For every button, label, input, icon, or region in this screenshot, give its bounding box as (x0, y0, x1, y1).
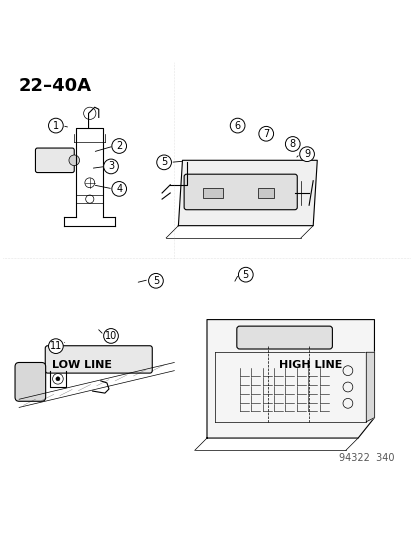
Text: 10: 10 (104, 331, 117, 341)
Circle shape (103, 159, 118, 174)
FancyBboxPatch shape (36, 148, 74, 173)
Text: HIGH LINE: HIGH LINE (279, 360, 342, 369)
Text: 11: 11 (50, 341, 62, 351)
Bar (257, 188, 274, 198)
Circle shape (69, 155, 79, 166)
Circle shape (285, 136, 299, 151)
Circle shape (157, 155, 171, 169)
Circle shape (299, 147, 313, 161)
Text: 5: 5 (161, 157, 167, 167)
Circle shape (258, 126, 273, 141)
FancyBboxPatch shape (236, 326, 332, 349)
FancyBboxPatch shape (45, 346, 152, 373)
Circle shape (103, 328, 118, 343)
Circle shape (48, 339, 63, 353)
Polygon shape (206, 320, 373, 438)
Text: 8: 8 (289, 139, 295, 149)
Text: 22–40A: 22–40A (19, 77, 92, 94)
Text: 6: 6 (234, 120, 240, 131)
Circle shape (238, 268, 252, 282)
Circle shape (56, 377, 60, 381)
Polygon shape (178, 160, 316, 225)
Circle shape (48, 118, 63, 133)
Text: LOW LINE: LOW LINE (52, 360, 112, 369)
Bar (202, 188, 223, 198)
FancyBboxPatch shape (15, 362, 45, 401)
Text: 9: 9 (303, 149, 309, 159)
Text: 5: 5 (242, 270, 248, 280)
FancyBboxPatch shape (184, 174, 297, 209)
Text: 1: 1 (53, 120, 59, 131)
Text: 4: 4 (116, 184, 122, 194)
Text: 94322  340: 94322 340 (339, 453, 394, 463)
Circle shape (112, 139, 126, 154)
Polygon shape (366, 352, 373, 422)
Text: 3: 3 (108, 161, 114, 172)
Circle shape (230, 118, 244, 133)
Circle shape (112, 182, 126, 196)
Text: 7: 7 (263, 129, 269, 139)
Text: 5: 5 (152, 276, 159, 286)
Circle shape (148, 273, 163, 288)
Text: 2: 2 (116, 141, 122, 151)
